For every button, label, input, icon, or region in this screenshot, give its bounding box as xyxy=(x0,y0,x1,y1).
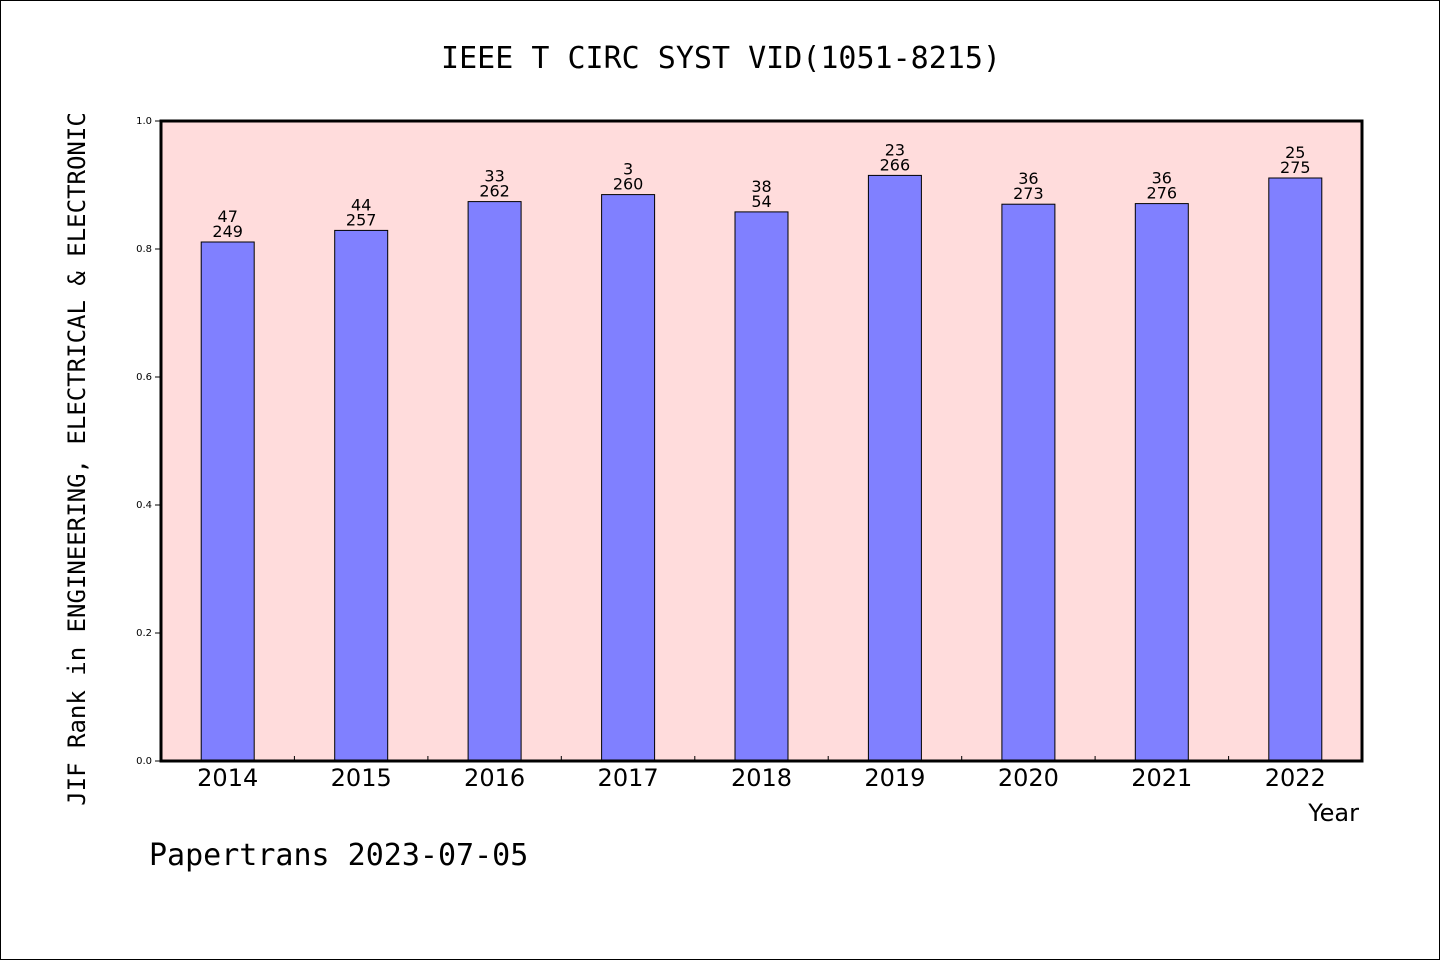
bar-label-top-2018: 38 xyxy=(751,177,771,196)
bar-label-bottom-2017: 260 xyxy=(613,175,644,194)
bar-2017 xyxy=(601,194,656,762)
bar-label-top-2019: 23 xyxy=(885,140,905,159)
x-tick-label-2017: 2017 xyxy=(598,764,659,792)
bar-label-top-2022: 25 xyxy=(1285,143,1305,162)
x-tick-label-2014: 2014 xyxy=(197,764,258,792)
x-axis-label: Year xyxy=(1307,799,1359,827)
y-tick-label-0.6: 0.6 xyxy=(136,372,152,383)
y-tick-label-0.4: 0.4 xyxy=(136,500,152,511)
y-tick-label-0.8: 0.8 xyxy=(136,244,152,255)
x-tick-label-2015: 2015 xyxy=(331,764,392,792)
footer-credit: Papertrans 2023-07-05 xyxy=(149,838,528,873)
bar-2015 xyxy=(334,229,389,762)
bar-label-bottom-2020: 273 xyxy=(1013,184,1044,203)
bar-label-bottom-2014: 249 xyxy=(212,222,243,241)
plot-border xyxy=(159,119,1364,763)
bar-label-top-2015: 44 xyxy=(351,195,371,214)
x-axis-ticks: 2014 2015 2016 2017 2018 2019 2020 2021 2022 xyxy=(197,756,1326,792)
bar-label-bottom-2015: 257 xyxy=(346,210,377,229)
bar-label-top-2014: 47 xyxy=(218,207,238,226)
bar-label-top-2017: 3 xyxy=(623,160,633,179)
y-tick-label-0.0: 0.0 xyxy=(136,756,152,767)
x-tick-label-2018: 2018 xyxy=(731,764,792,792)
bar-2021 xyxy=(1134,203,1189,762)
bar-label-bottom-2018: 54 xyxy=(751,192,771,211)
bar-label-top-2020: 36 xyxy=(1018,169,1038,188)
x-tick-label-2016: 2016 xyxy=(464,764,525,792)
bar-2019 xyxy=(867,174,922,762)
bar-label-bottom-2016: 262 xyxy=(479,182,510,201)
bar-label-bottom-2019: 266 xyxy=(880,155,911,174)
bar-label-bottom-2021: 276 xyxy=(1147,184,1178,203)
y-axis-ticks: 0.0 0.2 0.4 0.6 0.8 1.0 xyxy=(136,116,161,767)
x-tick-label-2022: 2022 xyxy=(1265,764,1326,792)
bar-2022 xyxy=(1268,177,1323,762)
y-tick-label-0.2: 0.2 xyxy=(136,628,152,639)
bar-2020 xyxy=(1001,203,1056,762)
bar-2014 xyxy=(200,241,255,762)
bar-2016 xyxy=(467,201,522,762)
bar-label-top-2021: 36 xyxy=(1152,169,1172,188)
x-tick-label-2020: 2020 xyxy=(998,764,1059,792)
x-tick-label-2019: 2019 xyxy=(864,764,925,792)
bar-label-bottom-2022: 275 xyxy=(1280,158,1311,177)
bar-label-top-2016: 33 xyxy=(484,167,504,186)
y-axis-label: JIF Rank in ENGINEERING, ELECTRICAL & EL… xyxy=(63,112,91,806)
x-tick-label-2021: 2021 xyxy=(1131,764,1192,792)
y-tick-label-1.0: 1.0 xyxy=(136,116,152,127)
bar-2018 xyxy=(734,211,789,762)
chart-title: IEEE T CIRC SYST VID(1051-8215) xyxy=(441,41,1001,76)
